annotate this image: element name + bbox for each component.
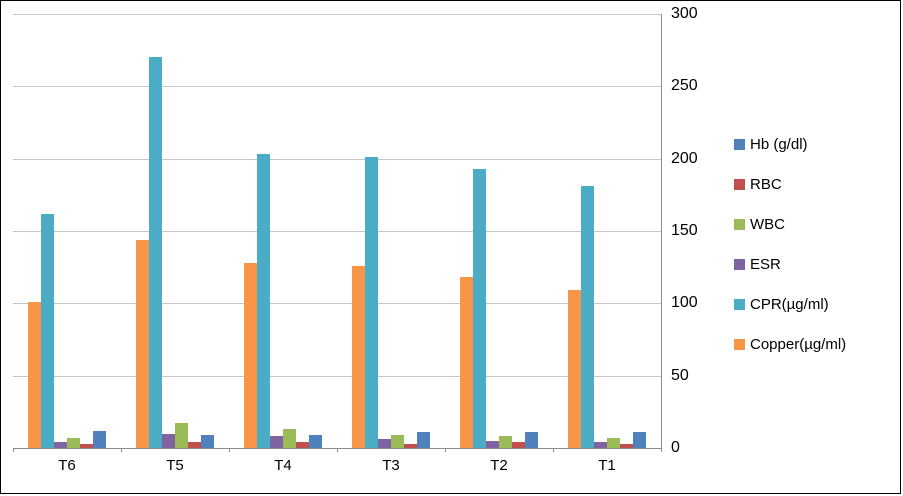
bar-hb-g-dl-t2 — [525, 432, 538, 448]
y-tick-label-150: 150 — [671, 222, 698, 239]
y-tick-label-50: 50 — [671, 367, 689, 384]
category-axis-tick — [13, 448, 14, 452]
category-axis-tick — [121, 448, 122, 452]
legend-label-wbc: WBC — [750, 215, 785, 233]
bar-rbc-t4 — [296, 442, 309, 448]
legend-label-hb-g-dl: Hb (g/dl) — [750, 135, 808, 153]
gridline-200 — [13, 159, 661, 160]
bar-esr-t3 — [378, 439, 391, 448]
legend-swatch-hb-g-dl — [734, 138, 745, 150]
legend-item-cpr-g-ml: CPR(µg/ml) — [734, 294, 829, 314]
category-label-t4: T4 — [274, 457, 292, 474]
bar-wbc-t4 — [283, 429, 296, 448]
legend-label-copper-g-ml: Copper(µg/ml) — [750, 335, 847, 353]
bar-esr-t6 — [54, 442, 67, 448]
y-tick-label-200: 200 — [671, 150, 698, 167]
bar-rbc-t1 — [620, 444, 633, 448]
bar-hb-g-dl-t6 — [93, 431, 106, 448]
bar-wbc-t5 — [175, 423, 188, 448]
legend-item-rbc: RBC — [734, 174, 782, 194]
bar-hb-g-dl-t4 — [309, 435, 322, 448]
category-axis-tick — [661, 448, 662, 452]
y-tick-label-300: 300 — [671, 5, 698, 22]
gridline-150 — [13, 231, 661, 232]
bar-copper-g-ml-t5 — [136, 240, 149, 448]
bar-copper-g-ml-t1 — [568, 290, 581, 448]
category-axis-tick — [229, 448, 230, 452]
legend-item-hb-g-dl: Hb (g/dl) — [734, 134, 808, 154]
bar-wbc-t2 — [499, 436, 512, 448]
bar-hb-g-dl-t3 — [417, 432, 430, 448]
category-axis-tick — [445, 448, 446, 452]
gridline-300 — [13, 14, 661, 15]
legend-swatch-copper-g-ml — [734, 338, 745, 350]
bar-esr-t1 — [594, 442, 607, 448]
y-tick-label-100: 100 — [671, 294, 698, 311]
category-label-t5: T5 — [166, 457, 184, 474]
bar-cpr-g-ml-t5 — [149, 57, 162, 448]
bar-rbc-t3 — [404, 444, 417, 448]
bar-wbc-t1 — [607, 438, 620, 448]
category-label-t3: T3 — [382, 457, 400, 474]
legend-swatch-cpr-g-ml — [734, 298, 745, 310]
legend-label-cpr-g-ml: CPR(µg/ml) — [750, 295, 829, 313]
bar-cpr-g-ml-t2 — [473, 169, 486, 448]
bar-wbc-t6 — [67, 438, 80, 448]
category-label-t6: T6 — [58, 457, 76, 474]
bar-cpr-g-ml-t6 — [41, 214, 54, 448]
category-axis-tick — [553, 448, 554, 452]
bar-rbc-t6 — [80, 444, 93, 448]
bar-cpr-g-ml-t4 — [257, 154, 270, 448]
value-axis-line — [661, 14, 662, 452]
legend-swatch-esr — [734, 258, 745, 270]
y-tick-label-250: 250 — [671, 77, 698, 94]
bar-copper-g-ml-t6 — [28, 302, 41, 448]
legend-label-esr: ESR — [750, 255, 781, 273]
legend-swatch-rbc — [734, 178, 745, 190]
category-label-t2: T2 — [490, 457, 508, 474]
bar-copper-g-ml-t2 — [460, 277, 473, 448]
gridline-50 — [13, 376, 661, 377]
legend-item-wbc: WBC — [734, 214, 785, 234]
gridline-100 — [13, 303, 661, 304]
category-label-t1: T1 — [598, 457, 616, 474]
legend-item-copper-g-ml: Copper(µg/ml) — [734, 334, 846, 354]
bar-rbc-t5 — [188, 442, 201, 448]
bar-wbc-t3 — [391, 435, 404, 448]
y-tick-label-0: 0 — [671, 439, 680, 456]
bar-hb-g-dl-t5 — [201, 435, 214, 448]
legend-swatch-wbc — [734, 218, 745, 230]
bar-rbc-t2 — [512, 442, 525, 448]
legend-label-rbc: RBC — [750, 175, 782, 193]
bar-copper-g-ml-t3 — [352, 266, 365, 448]
legend-item-esr: ESR — [734, 254, 781, 274]
bar-esr-t2 — [486, 441, 499, 448]
bar-cpr-g-ml-t3 — [365, 157, 378, 448]
legend: Hb (g/dl) RBC WBC ESR CPR(µg/ml) Copper(µg/ml… — [734, 134, 899, 374]
bar-hb-g-dl-t1 — [633, 432, 646, 448]
category-axis-tick — [337, 448, 338, 452]
bar-cpr-g-ml-t1 — [581, 186, 594, 448]
gridline-250 — [13, 86, 661, 87]
bar-esr-t4 — [270, 436, 283, 448]
bar-copper-g-ml-t4 — [244, 263, 257, 448]
bar-esr-t5 — [162, 434, 175, 448]
